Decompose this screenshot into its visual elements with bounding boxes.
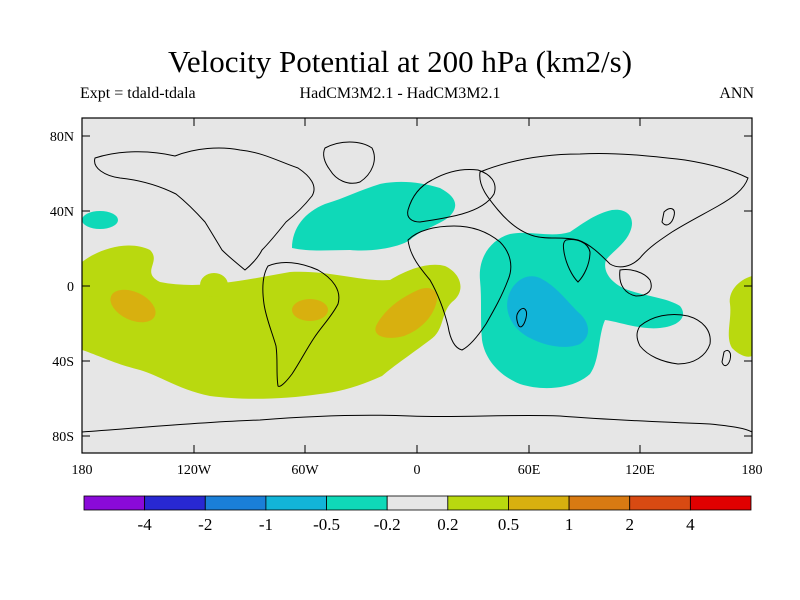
colorbar-swatch-7 [508,495,570,511]
contour-neg-02-atlantic [292,181,456,251]
coast-asia [479,152,749,268]
colorbar-swatch-4 [326,495,388,511]
colorbar-label-7: 1 [565,515,574,534]
model-label: HadCM3M2.1 - HadCM3M2.1 [299,85,501,102]
contour-pos-05-c [375,287,438,338]
lat-label-40n: 40N [50,205,74,220]
colorbar-swatch-3 [265,495,327,511]
contour-pos-05-a [110,289,156,323]
colorbar-swatch-5 [386,495,449,511]
lat-label-0: 0 [67,280,74,295]
colorbar-swatch-9 [629,495,691,511]
contour-pos-02-pacific [82,245,461,399]
colorbar-swatch-6 [447,495,509,511]
coast-greenland [323,141,375,184]
experiment-label: Expt = tdald-tdala [80,85,196,102]
colorbar-label-8: 2 [625,515,634,534]
lat-tick-marks [82,135,752,437]
lon-label-180e: 180 [742,463,763,478]
contour-neg-02-nwpacific [82,211,118,229]
lat-label-80n: 80N [50,130,74,145]
colorbar-label-1: -2 [198,515,212,534]
coast-australia [636,313,711,365]
colorbar-swatch-1 [144,495,206,511]
coast-new-zealand [721,349,731,367]
colorbar-label-0: -4 [138,515,153,534]
colorbar-swatch-8 [568,495,631,511]
lon-label-0: 0 [414,463,421,478]
colorbar-label-2: -1 [259,515,273,534]
colorbar-swatch-10 [689,495,752,511]
lon-tick-marks [81,118,753,453]
coast-africa [407,225,512,351]
lon-label-180w: 180 [72,463,93,478]
plot-title: Velocity Potential at 200 hPa (km2/s) [167,44,633,79]
season-label: ANN [719,85,754,102]
lat-label-80s: 80S [52,430,74,445]
colorbar-label-5: 0.2 [437,515,458,534]
coast-south-america [262,262,340,387]
colorbar-label-3: -0.5 [313,515,340,534]
lon-label-120w: 120W [177,463,212,478]
coast-madagascar [516,307,527,328]
colorbar-label-4: -0.2 [374,515,401,534]
lon-label-60e: 60E [518,463,541,478]
coast-europe [407,169,496,223]
coast-antarctica [82,414,752,433]
colorbar-swatch-2 [204,495,267,511]
lon-label-120e: 120E [625,463,655,478]
contour-neg-02-indian [479,209,684,389]
colorbar: -4 -2 -1 -0.5 -0.2 0.2 0.5 1 2 4 [83,495,752,534]
coast-se-asia [619,269,652,297]
lat-label-40s: 40S [52,355,74,370]
lon-label-60w: 60W [291,463,319,478]
contour-pos-05-b [292,299,328,321]
colorbar-label-9: 4 [686,515,695,534]
contour-pos-02-blob [200,273,228,297]
coast-india [562,239,591,283]
colorbar-swatch-0 [83,495,146,511]
coast-north-america [94,147,315,271]
contour-pos-02-east [728,276,752,357]
contour-neg-05-core [507,276,589,347]
coastlines [82,141,752,433]
coast-japan [661,208,675,226]
colorbar-label-6: 0.5 [498,515,519,534]
